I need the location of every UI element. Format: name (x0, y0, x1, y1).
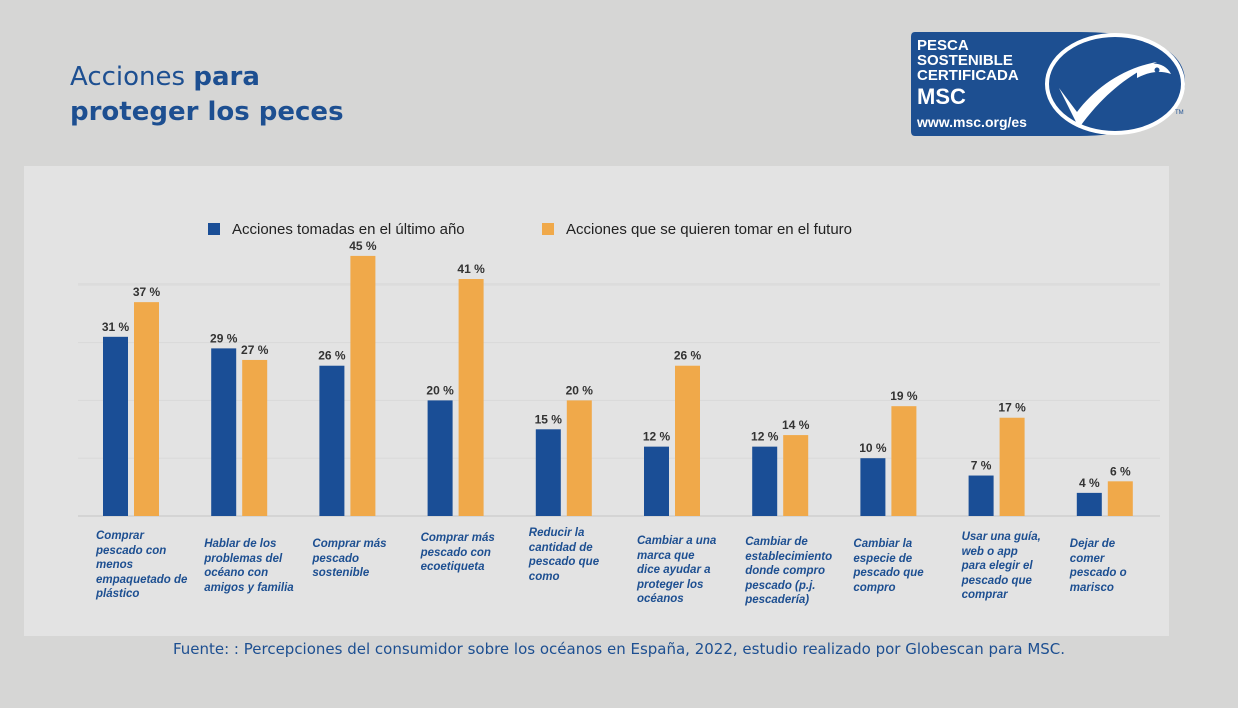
checkmark-fish-icon (1059, 62, 1157, 128)
category-label-4: Comprar más pescado con ecoetiqueta (420, 532, 495, 573)
bar-series-2-cat-6 (675, 365, 700, 516)
data-label-series-1-cat-8: 10 % (859, 441, 887, 455)
category-label-2: Hablar de los problemas del océano con amig… (204, 538, 294, 594)
bar-series-2-cat-4 (458, 279, 484, 516)
legend-label-series-2: Acciones que se quieren tomar en el futu… (566, 220, 853, 238)
bar-series-1-cat-6 (644, 446, 669, 516)
category-label-1: Comprar pescado con menos empaquetado de plá… (96, 530, 188, 600)
bar-series-1-cat-7 (752, 446, 778, 516)
data-label-series-2-cat-7: 14 % (782, 418, 810, 432)
legend-swatch-series-1 (208, 223, 220, 235)
data-label-series-2-cat-4: 41 % (457, 262, 485, 276)
bar-series-2-cat-2 (242, 359, 268, 516)
bar-series-1-cat-10 (1076, 492, 1102, 516)
bar-series-1-cat-4 (427, 400, 453, 516)
category-label-8: Cambiar la especie de pescado que compro (853, 538, 924, 594)
data-label-series-2-cat-2: 27 % (241, 343, 269, 357)
data-label-series-2-cat-8: 19 % (890, 389, 918, 403)
bar-series-1-cat-3 (319, 365, 345, 516)
data-label-series-1-cat-1: 31 % (102, 320, 130, 334)
data-label-series-2-cat-9: 17 % (998, 401, 1026, 415)
bar-series-1-cat-9 (968, 475, 994, 516)
legend-swatch-series-2 (542, 223, 554, 235)
category-label-3: Comprar más pescado sostenible (312, 538, 387, 579)
bar-series-2-cat-5 (566, 400, 592, 516)
bar-series-2-cat-8 (891, 406, 917, 516)
data-label-series-2-cat-5: 20 % (566, 383, 594, 397)
page-title: Acciones para proteger los peces (70, 60, 344, 130)
bar-series-2-cat-7 (783, 435, 809, 516)
bar-series-1-cat-8 (860, 458, 886, 516)
legend-item-series-2: Acciones que se quieren tomar en el futu… (542, 220, 852, 238)
logo-line3: CERTIFICADA (917, 67, 1019, 84)
data-label-series-2-cat-6: 26 % (674, 349, 702, 363)
category-label-9: Usar una guía, web o app para elegir el pes… (961, 531, 1041, 601)
data-label-series-1-cat-3: 26 % (318, 349, 346, 363)
title-bold-part-1: para (193, 62, 260, 92)
data-label-series-1-cat-10: 4 % (1079, 476, 1100, 490)
logo-line4: MSC (917, 84, 966, 109)
msc-logo: PESCA SOSTENIBLE CERTIFICADA MSC www.msc… (911, 32, 1185, 136)
category-label-5: Reducir la cantidad de pescado que como (528, 527, 600, 583)
bar-series-2-cat-10 (1107, 481, 1133, 516)
data-label-series-2-cat-1: 37 % (133, 285, 161, 299)
category-label-6: Cambiar a una marca que dice ayudar a prote… (637, 535, 717, 605)
logo-tm: TM (1175, 110, 1184, 116)
data-label-series-1-cat-5: 15 % (535, 412, 563, 426)
data-label-series-1-cat-2: 29 % (210, 331, 238, 345)
legend-item-series-1: Acciones tomadas en el último año (208, 220, 465, 238)
title-bold-part-2: proteger los peces (70, 97, 344, 127)
legend-label-series-1: Acciones tomadas en el último año (232, 220, 465, 238)
bar-series-1-cat-1 (103, 336, 128, 516)
category-label-10: Dejar de comer pescado o marisco (1069, 538, 1127, 594)
data-label-series-1-cat-6: 12 % (643, 430, 671, 444)
data-label-series-2-cat-10: 6 % (1110, 464, 1131, 478)
logo-url: www.msc.org/es (916, 114, 1027, 130)
data-label-series-1-cat-9: 7 % (971, 459, 992, 473)
source-note: Fuente: : Percepciones del consumidor so… (172, 640, 1066, 658)
bar-series-1-cat-5 (535, 429, 561, 516)
bar-series-2-cat-3 (350, 255, 376, 516)
data-label-series-1-cat-7: 12 % (751, 430, 779, 444)
bar-series-1-cat-2 (211, 348, 237, 516)
logo-line1: PESCA (917, 37, 969, 54)
title-light-part: Acciones (70, 62, 194, 92)
category-label-7: Cambiar de establecimiento donde compro pes… (745, 536, 833, 606)
bar-series-2-cat-9 (999, 417, 1025, 516)
bar-series-2-cat-1 (134, 302, 159, 516)
data-label-series-1-cat-4: 20 % (426, 383, 454, 397)
data-label-series-2-cat-3: 45 % (349, 239, 377, 253)
logo-line2: SOSTENIBLE (917, 52, 1013, 69)
